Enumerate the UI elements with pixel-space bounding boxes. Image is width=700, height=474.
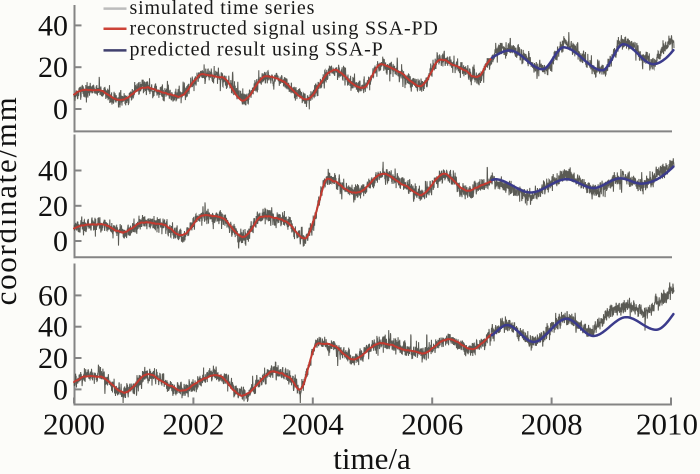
svg-text:coordinate/mm: coordinate/mm [0, 96, 23, 306]
svg-text:simulated time series: simulated time series [130, 0, 316, 19]
svg-text:2002: 2002 [162, 407, 224, 442]
svg-text:40: 40 [38, 9, 68, 42]
svg-text:2010: 2010 [636, 407, 698, 442]
svg-text:predicted result using SSA-P: predicted result using SSA-P [130, 39, 384, 61]
svg-text:0: 0 [53, 93, 68, 126]
svg-text:2006: 2006 [401, 407, 463, 442]
svg-text:2004: 2004 [282, 407, 345, 442]
svg-text:20: 20 [38, 342, 68, 375]
svg-text:20: 20 [38, 51, 68, 84]
svg-text:0: 0 [53, 373, 68, 406]
svg-text:20: 20 [38, 190, 68, 223]
svg-text:40: 40 [38, 311, 68, 344]
svg-text:60: 60 [38, 279, 68, 312]
svg-text:2000: 2000 [43, 407, 105, 442]
svg-text:0: 0 [53, 225, 68, 258]
svg-text:40: 40 [38, 155, 68, 188]
svg-text:reconstructed signal using SSA: reconstructed signal using SSA-PD [130, 18, 439, 40]
svg-text:time/a: time/a [333, 441, 411, 469]
svg-text:2008: 2008 [521, 407, 583, 442]
